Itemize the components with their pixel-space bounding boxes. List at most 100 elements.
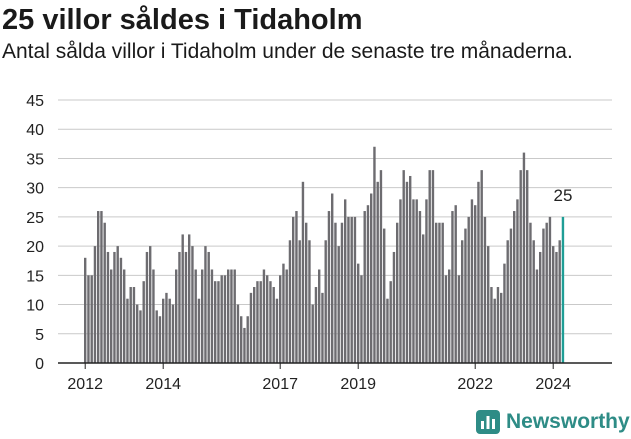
y-tick-label: 30 — [26, 181, 44, 198]
bar — [158, 316, 162, 363]
bar — [214, 281, 217, 363]
bar — [220, 275, 223, 363]
highlight-annotation: 25 — [553, 186, 572, 205]
bar — [399, 199, 402, 363]
bar — [139, 310, 142, 363]
bar — [318, 269, 321, 363]
bar — [337, 246, 340, 363]
bar — [132, 287, 136, 363]
bar — [327, 211, 331, 363]
bar — [162, 298, 165, 363]
bar — [97, 211, 100, 363]
bar — [155, 310, 158, 363]
bar — [454, 205, 457, 363]
bar — [321, 292, 324, 363]
bar — [308, 240, 311, 363]
y-tick-label: 45 — [26, 93, 44, 110]
bar — [259, 281, 262, 363]
bar — [513, 211, 516, 363]
bar — [464, 228, 467, 363]
highlight-value-label: 25 — [553, 186, 572, 205]
bar — [431, 170, 435, 363]
bar — [340, 222, 344, 363]
y-tick-label: 20 — [26, 239, 44, 256]
bar — [314, 287, 318, 363]
bar — [353, 216, 357, 363]
bar — [256, 281, 259, 363]
bar — [279, 275, 282, 363]
bar — [331, 193, 334, 363]
bar — [506, 240, 509, 363]
bar — [347, 216, 350, 363]
bar — [288, 240, 292, 363]
bar — [376, 181, 379, 363]
bar — [266, 275, 269, 363]
x-tick-label: 2019 — [340, 376, 376, 393]
bar — [386, 298, 389, 363]
bar — [344, 199, 347, 363]
bar — [402, 170, 405, 363]
x-tick-label: 2022 — [457, 376, 493, 393]
bar — [324, 240, 327, 363]
bar — [84, 257, 87, 363]
bar — [370, 193, 373, 363]
bar — [461, 240, 464, 363]
x-axis: 2012 2014 2017 2019 2022 2024 — [67, 363, 571, 393]
bar — [535, 269, 539, 363]
bar — [103, 222, 106, 363]
bar — [292, 216, 295, 363]
x-tick-label: 2014 — [145, 376, 181, 393]
bar — [503, 263, 506, 363]
bar — [249, 292, 253, 363]
bar — [87, 275, 90, 363]
bar — [509, 228, 513, 363]
bar — [116, 246, 119, 363]
bar — [240, 316, 243, 363]
bar — [480, 170, 483, 363]
bar — [490, 287, 493, 363]
bar — [295, 211, 298, 363]
bar — [269, 281, 272, 363]
bar — [272, 287, 275, 363]
bar — [152, 269, 155, 363]
bar — [285, 269, 288, 363]
bar — [233, 269, 236, 363]
brand-logo[interactable]: Newsworthy — [476, 407, 630, 437]
bar — [171, 304, 175, 363]
bar — [204, 246, 207, 363]
bar — [425, 199, 428, 363]
bar — [451, 211, 454, 363]
bar — [227, 269, 230, 363]
bar — [409, 175, 412, 363]
y-tick-label: 5 — [35, 327, 44, 344]
bar — [493, 298, 496, 363]
bar — [129, 287, 132, 363]
bar — [545, 222, 548, 363]
bar — [246, 316, 249, 363]
bar — [305, 222, 308, 363]
bar — [529, 222, 532, 363]
bar — [379, 170, 383, 363]
bar — [100, 211, 103, 363]
bar — [207, 251, 210, 363]
bar — [236, 304, 240, 363]
bar — [165, 292, 168, 363]
bar — [243, 327, 246, 363]
bar — [360, 275, 363, 363]
y-tick-label: 40 — [26, 122, 44, 139]
y-axis: 0 5 10 15 20 25 30 35 40 45 — [26, 93, 44, 373]
bar — [526, 170, 529, 363]
y-tick-label: 15 — [26, 268, 44, 285]
bar — [168, 298, 171, 363]
chart-title: 25 villor såldes i Tidaholm — [2, 4, 363, 36]
bar — [500, 292, 503, 363]
bar — [428, 170, 431, 363]
bar — [522, 152, 526, 363]
bar — [474, 205, 477, 363]
highlight-bar — [561, 216, 565, 363]
bar — [548, 216, 552, 363]
bar — [298, 240, 301, 363]
bar — [90, 275, 93, 363]
bar — [334, 222, 337, 363]
bar — [457, 275, 461, 363]
